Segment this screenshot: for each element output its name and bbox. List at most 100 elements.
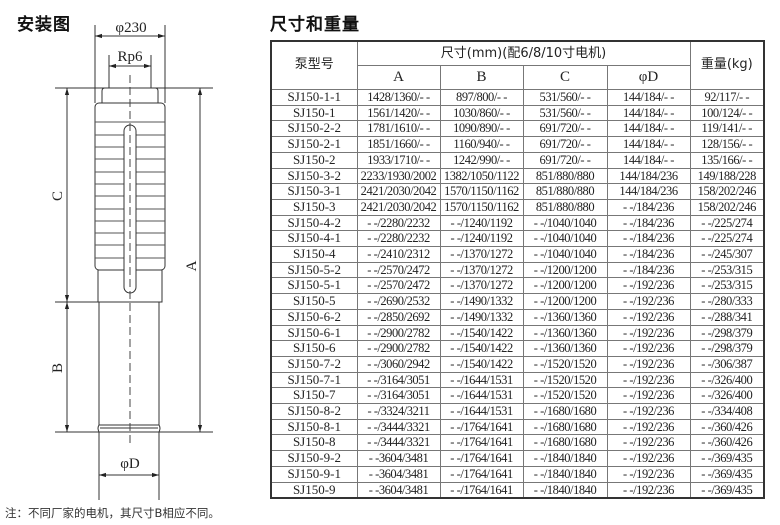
dimensions-weight-table: 泵型号 尺寸(mm)(配6/8/10寸电机) 重量(kg) A B C φD S…	[270, 40, 766, 500]
cell-d: - -/192/236	[606, 418, 691, 436]
cell-b: 1570/1150/1162	[439, 198, 524, 216]
cell-model: SJ150-8-2	[270, 403, 358, 420]
cell-d: - -/192/236	[606, 277, 691, 295]
cell-b: - -/1490/1332	[439, 308, 524, 326]
cell-b: 1090/890/- -	[439, 120, 524, 138]
cell-d: - -/192/236	[606, 371, 691, 389]
table-row: SJ150-5-2- -/2570/2472- -/1370/1272- -/1…	[270, 261, 765, 279]
cell-a: 1851/1660/- -	[356, 136, 441, 153]
cell-model: SJ150-5-1	[270, 277, 358, 295]
cell-weight: 119/141/- -	[689, 120, 765, 138]
table-row: SJ150-6-1- -/2900/2782- -/1540/1422- -/1…	[270, 324, 765, 342]
cell-d: - -/184/236	[606, 198, 691, 216]
cell-weight: - -/326/400	[689, 387, 765, 405]
cell-d: 144/184/- -	[606, 89, 691, 106]
cell-c: 851/880/880	[522, 183, 608, 200]
table-title: 尺寸和重量	[270, 15, 360, 35]
cell-weight: - -/369/435	[689, 450, 765, 467]
table-row: SJ150-7-2- -/3060/2942- -/1540/1422- -/1…	[270, 355, 765, 373]
cell-weight: - -/253/315	[689, 261, 765, 279]
cell-d: - -/192/236	[606, 434, 691, 452]
cell-c: - -/1200/1200	[522, 277, 608, 295]
cell-weight: - -/369/435	[689, 465, 765, 483]
cell-d: - -/192/236	[606, 387, 691, 405]
diagram-title: 安装图	[17, 15, 71, 35]
cell-a: - -/2900/2782	[356, 324, 441, 342]
cell-c: - -/1680/1680	[522, 418, 608, 436]
cell-c: 851/880/880	[522, 198, 608, 216]
cell-a: - -3604/3481	[356, 481, 441, 499]
cell-d: 144/184/- -	[606, 104, 691, 122]
table-row: SJ150-4- -/2410/2312- -/1370/1272- -/104…	[270, 246, 765, 263]
cell-model: SJ150-8	[270, 434, 358, 452]
cell-weight: - -/369/435	[689, 481, 765, 499]
cell-a: - -/2410/2312	[356, 246, 441, 263]
table-row: SJ150-4-1- -/2280/2232- -/1240/1192- -/1…	[270, 230, 765, 248]
cell-a: - -/3324/3211	[356, 403, 441, 420]
table-row: SJ150-8-2- -/3324/3211- -/1644/1531 - -/1…	[270, 403, 765, 420]
dim-b-label: B	[50, 363, 66, 373]
header-a: A	[356, 65, 441, 90]
cell-weight: - -/306/387	[689, 355, 765, 373]
cell-model: SJ150-2-2	[270, 120, 358, 138]
cell-d: - -/184/236	[606, 246, 691, 263]
cell-c: 691/720/- -	[522, 136, 608, 153]
cell-model: SJ150-8-1	[270, 418, 358, 436]
cell-weight: - -/253/315	[689, 277, 765, 295]
header-dimensions: 尺寸(mm)(配6/8/10寸电机)	[356, 40, 691, 66]
cell-b: 1030/860/- -	[439, 104, 524, 122]
cell-weight: - -/298/379	[689, 324, 765, 342]
cell-d: 144/184/- -	[606, 151, 691, 169]
cell-b: - -/1240/1192	[439, 230, 524, 248]
cell-b: - -/1764/1641	[439, 465, 524, 483]
cell-b: - -/1644/1531	[439, 403, 524, 420]
cell-b: - -/1764/1641	[439, 481, 524, 499]
cell-a: - -/2690/2532	[356, 293, 441, 310]
cell-model: SJ150-5-2	[270, 261, 358, 279]
cell-a: - -/2570/2472	[356, 261, 441, 279]
cell-weight: - -/225/274	[689, 230, 765, 248]
cell-weight: 92/117/- -	[689, 89, 765, 106]
cell-model: SJ150-6-2	[270, 308, 358, 326]
thread-label: Rp6	[117, 49, 143, 65]
header-weight: 重量(kg)	[689, 40, 765, 90]
cell-weight: - -/298/379	[689, 340, 765, 357]
cell-d: - -/192/236	[606, 465, 691, 483]
cell-a: - -/3444/3321	[356, 434, 441, 452]
cell-weight: 128/156/- -	[689, 136, 765, 153]
cell-a: - -/3444/3321	[356, 418, 441, 436]
cell-c: - -/1360/1360	[522, 340, 608, 357]
cell-model: SJ150-9-2	[270, 450, 358, 467]
cell-a: - -/3164/3051	[356, 387, 441, 405]
cell-a: - -/2850/2692	[356, 308, 441, 326]
cell-model: SJ150-4-1	[270, 230, 358, 248]
cell-model: SJ150-7-1	[270, 371, 358, 389]
cell-c: - -/1040/1040	[522, 214, 608, 232]
cell-model: SJ150-7-2	[270, 355, 358, 373]
cell-model: SJ150-6	[270, 340, 358, 357]
cell-model: SJ150-3-2	[270, 167, 358, 185]
cell-a: 1781/1610/- -	[356, 120, 441, 138]
cell-b: 1242/990/- -	[439, 151, 524, 169]
cell-c: - -/1520/1520	[522, 355, 608, 373]
cell-weight: - -/225/274	[689, 214, 765, 232]
table-row: SJ150-2-2 1781/1610/- -1090/890/- -691/72…	[270, 120, 765, 138]
cell-a: - -3604/3481	[356, 465, 441, 483]
cell-weight: 158/202/246	[689, 183, 765, 200]
cell-a: 1561/1420/- -	[356, 104, 441, 122]
cell-d: - -/192/236	[606, 403, 691, 420]
cell-d: - -/192/236	[606, 481, 691, 499]
cell-d: - -/192/236	[606, 293, 691, 310]
cell-d: 144/184/236	[606, 183, 691, 200]
motor-body	[98, 301, 160, 426]
cell-b: - -/1644/1531	[439, 387, 524, 405]
cell-weight: - -/280/333	[689, 293, 765, 310]
cell-d: 144/184/- -	[606, 136, 691, 153]
cell-b: - -/1764/1641	[439, 418, 524, 436]
cell-a: - -/3060/2942	[356, 355, 441, 373]
table-row: SJ150-2 1933/1710/- -1242/990/- -691/720/…	[270, 151, 765, 169]
table-row: SJ150-1 1561/1420/- -1030/860/- -531/560/…	[270, 104, 765, 122]
cell-model: SJ150-3	[270, 198, 358, 216]
table-row: SJ150-6- -/2900/2782- -/1540/1422- -/136…	[270, 340, 765, 357]
cell-c: - -/1200/1200	[522, 293, 608, 310]
